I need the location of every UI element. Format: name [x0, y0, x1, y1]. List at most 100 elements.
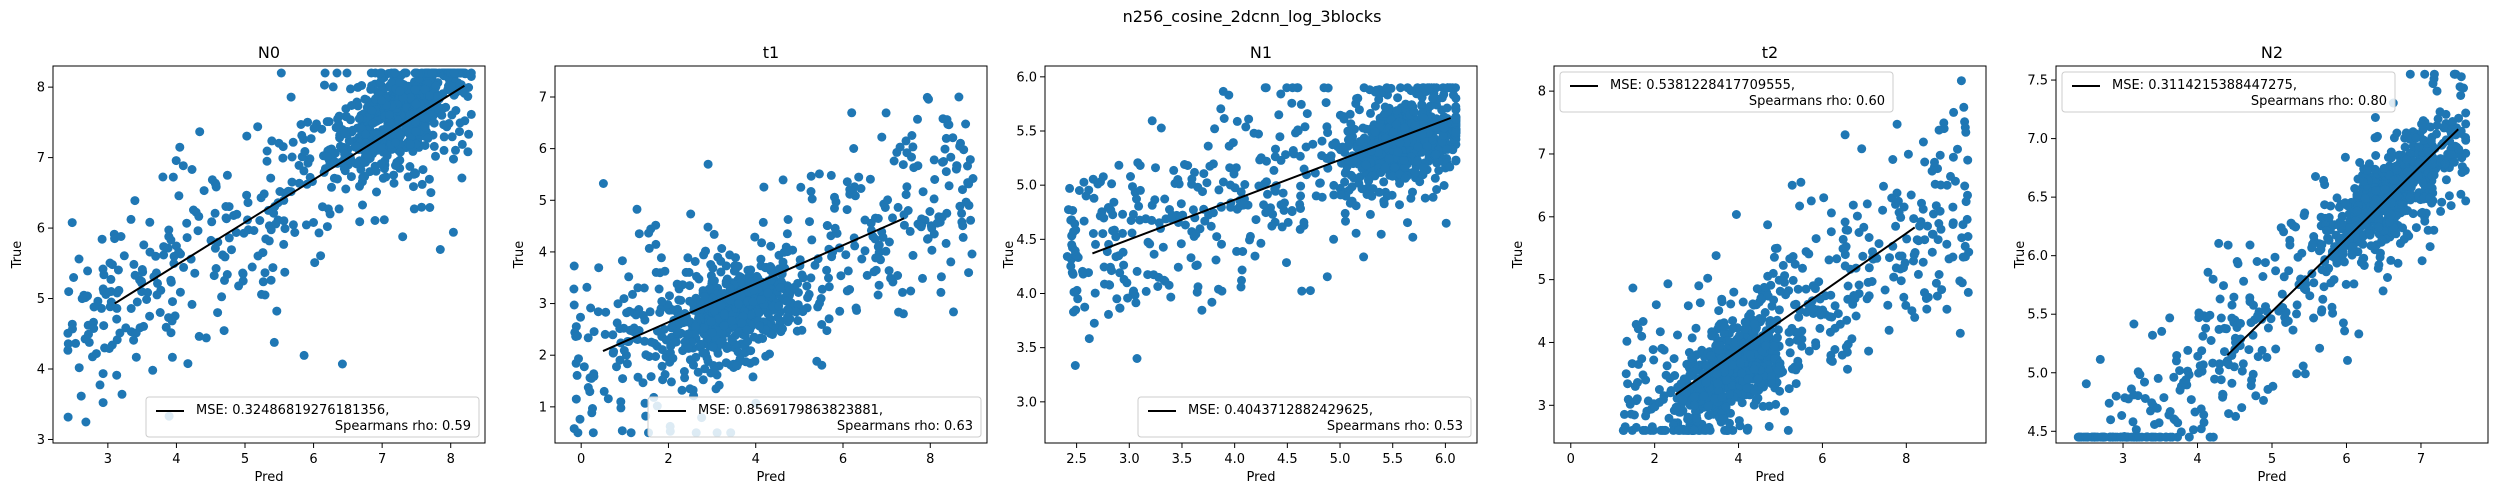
scatter-point: [822, 326, 832, 336]
scatter-point: [63, 328, 73, 338]
scatter-point: [593, 307, 603, 317]
scatter-point: [99, 321, 109, 331]
scatter-point: [792, 326, 802, 336]
scatter-point: [175, 142, 185, 152]
scatter-point: [1323, 128, 1333, 138]
scatter-point: [1735, 330, 1744, 340]
scatter-point: [131, 328, 141, 338]
scatter-points: [63, 68, 476, 427]
y-tick-label: 5: [37, 292, 45, 307]
scatter-point: [2104, 398, 2114, 408]
scatter-point: [1689, 425, 1699, 435]
scatter-point: [1637, 331, 1647, 341]
scatter-point: [1707, 331, 1717, 341]
scatter-point: [300, 147, 310, 156]
fit-line: [2226, 128, 2459, 356]
scatter-point: [938, 157, 947, 167]
scatter-point: [1701, 425, 1711, 435]
scatter-point: [860, 215, 870, 225]
y-tick-label: 3: [37, 433, 45, 448]
scatter-point: [1299, 217, 1309, 227]
y-tick-label: 4: [37, 363, 45, 378]
scatter-point: [1701, 361, 1711, 371]
scatter-point: [81, 417, 91, 427]
scatter-point: [1112, 294, 1122, 304]
legend-box: [647, 396, 982, 438]
scatter-point: [457, 139, 467, 149]
scatter-point: [2405, 148, 2415, 158]
scatter-point: [963, 178, 973, 188]
scatter-point: [1909, 214, 1919, 224]
x-tick-label: 2: [1651, 452, 1659, 467]
x-axis-label: Pred: [1247, 470, 1276, 485]
scatter-point: [1420, 193, 1430, 203]
scatter-point: [1689, 400, 1699, 410]
scatter-point: [1364, 175, 1374, 185]
scatter-point: [1893, 196, 1903, 206]
scatter-point: [2216, 375, 2226, 385]
scatter-point: [1118, 228, 1127, 238]
scatter-point: [1439, 89, 1449, 99]
scatter-point: [2349, 279, 2359, 289]
scatter-point: [603, 394, 613, 404]
scatter-point: [1424, 83, 1434, 93]
scatter-point: [2347, 250, 2357, 260]
scatter-point: [924, 94, 933, 104]
scatter-point: [711, 384, 721, 394]
scatter-point: [884, 237, 894, 247]
scatter-point: [1717, 294, 1727, 304]
scatter-point: [337, 359, 347, 369]
scatter-point: [1689, 392, 1699, 402]
scatter-point: [299, 350, 309, 360]
scatter-point: [1830, 345, 1840, 354]
scatter-point: [378, 173, 388, 183]
scatter-point: [871, 265, 881, 275]
y-tick-label: 7: [539, 90, 547, 105]
scatter-point: [194, 331, 204, 341]
scatter-point: [1154, 218, 1164, 228]
scatter-point: [143, 288, 153, 297]
scatter-point: [306, 134, 316, 144]
scatter-point: [1439, 181, 1449, 190]
scatter-point: [1931, 201, 1941, 211]
scatter-point: [1128, 182, 1137, 192]
scatter-point: [1892, 188, 1902, 198]
scatter-point: [1442, 103, 1452, 113]
scatter-point: [148, 365, 158, 375]
scatter-point: [1287, 207, 1297, 217]
scatter-point: [1740, 317, 1750, 327]
scatter-point: [826, 170, 836, 180]
scatter-point: [1091, 239, 1100, 249]
scatter-point: [1149, 249, 1159, 259]
scatter-point: [1208, 208, 1218, 218]
scatter-point: [266, 225, 276, 235]
scatter-point: [1663, 279, 1673, 289]
scatter-point: [1409, 107, 1419, 117]
scatter-point: [447, 132, 457, 142]
scatter-point: [1864, 346, 1874, 356]
scatter-point: [2392, 128, 2402, 138]
scatter-point: [716, 337, 726, 347]
scatter-point: [1384, 154, 1394, 164]
scatter-point: [1236, 282, 1246, 292]
scatter-point: [1418, 129, 1427, 139]
scatter-point: [1365, 209, 1375, 219]
scatter-point: [1721, 402, 1731, 412]
scatter-point: [936, 272, 946, 282]
scatter-point: [1431, 149, 1441, 159]
scatter-point: [2298, 361, 2308, 371]
scatter-point: [1119, 260, 1129, 270]
scatter-point: [1362, 190, 1372, 199]
subplot-title: t2: [1762, 43, 1778, 62]
y-tick-label: 5.0: [1016, 179, 1037, 194]
scatter-point: [2193, 351, 2203, 361]
scatter-point: [1355, 137, 1365, 146]
scatter-point: [754, 308, 764, 318]
scatter-point: [1632, 394, 1642, 404]
scatter-point: [2454, 144, 2464, 154]
scatter-point: [1296, 181, 1306, 191]
fit-line: [114, 84, 465, 305]
scatter-point: [806, 171, 816, 181]
scatter-point: [334, 204, 344, 214]
